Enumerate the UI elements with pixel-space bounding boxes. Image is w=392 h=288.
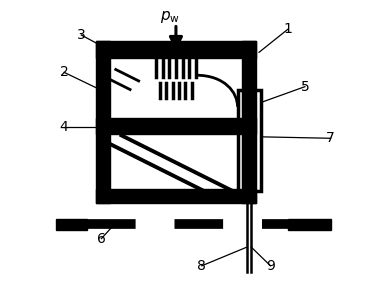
Text: 4: 4 xyxy=(60,120,69,134)
Text: 6: 6 xyxy=(97,232,106,246)
Bar xyxy=(96,41,256,58)
Text: 3: 3 xyxy=(77,28,86,42)
Bar xyxy=(96,189,256,203)
Bar xyxy=(238,90,261,191)
Bar xyxy=(96,41,110,203)
Bar xyxy=(242,41,256,203)
Bar xyxy=(288,219,331,230)
Text: 2: 2 xyxy=(60,65,69,79)
Text: 1: 1 xyxy=(283,22,292,36)
Text: 9: 9 xyxy=(266,259,275,273)
Text: $p_{\rm w}$: $p_{\rm w}$ xyxy=(160,9,180,25)
Bar xyxy=(56,219,87,230)
Text: 7: 7 xyxy=(326,131,335,145)
Bar xyxy=(96,118,256,134)
Text: 8: 8 xyxy=(197,259,206,273)
Text: 5: 5 xyxy=(301,80,309,94)
